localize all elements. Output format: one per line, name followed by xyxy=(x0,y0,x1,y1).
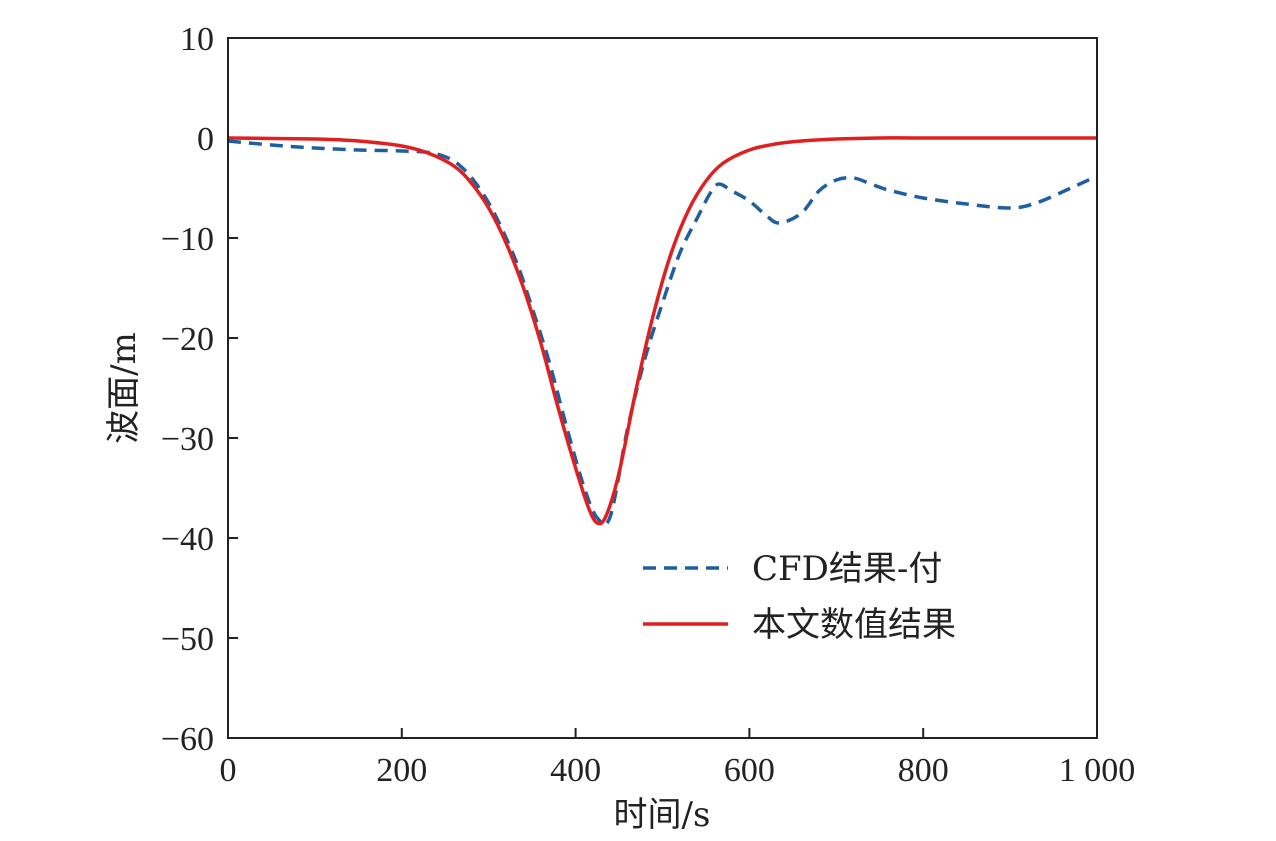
series-line-cfd xyxy=(227,139,1098,527)
y-tick-label: 0 xyxy=(197,121,214,158)
legend: CFD结果-付 本文数值结果 xyxy=(643,549,956,645)
y-axis-label: 波面/m xyxy=(104,332,144,444)
y-tick-label: −50 xyxy=(161,621,214,658)
plot-frame xyxy=(227,37,1098,739)
x-tick-label: 800 xyxy=(898,752,949,789)
y-tick-label: −30 xyxy=(161,421,214,458)
legend-label-numerical: 本文数值结果 xyxy=(752,605,956,645)
labels-layer: 时间/s 波面/m xyxy=(104,332,710,835)
ticks-layer: 0 200 400 600 800 1 000 10 0 −10 −20 −30 −40 −50 −60 xyxy=(161,21,1135,789)
series-layer xyxy=(227,136,1098,527)
y-tick-label: −20 xyxy=(161,321,214,358)
y-tick-label: −10 xyxy=(161,221,214,258)
x-tick-label: 400 xyxy=(550,752,601,789)
x-tick-label: 0 xyxy=(220,752,237,789)
legend-label-cfd: CFD结果-付 xyxy=(752,549,942,589)
x-axis-label: 时间/s xyxy=(614,795,711,835)
series-line-numerical xyxy=(227,136,1097,526)
y-tick-label: −40 xyxy=(161,521,214,558)
x-tick-label: 200 xyxy=(376,752,427,789)
x-tick-label: 1 000 xyxy=(1059,752,1136,789)
y-tick-label: 10 xyxy=(180,21,214,58)
y-tick-label: −60 xyxy=(161,721,214,758)
x-tick-label: 600 xyxy=(724,752,775,789)
